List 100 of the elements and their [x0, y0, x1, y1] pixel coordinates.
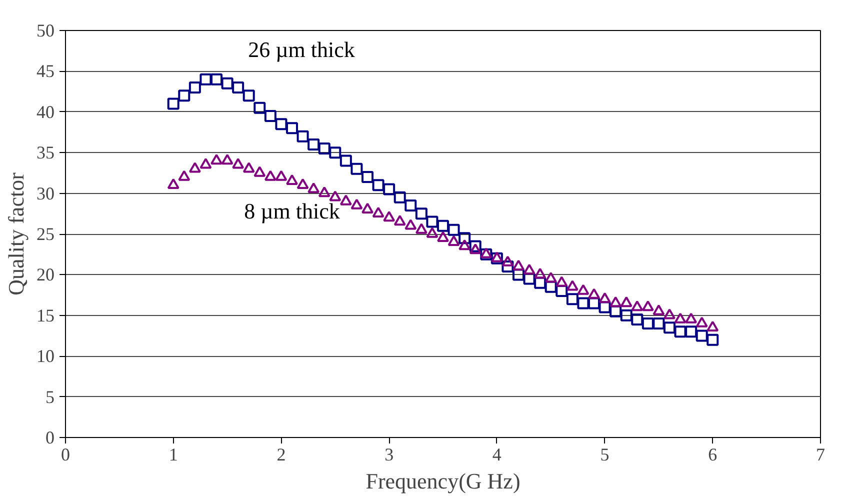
point: [383, 210, 396, 222]
point: [598, 301, 611, 314]
x-tick-label: 4: [492, 444, 502, 464]
y-tick-label: 5: [46, 386, 54, 407]
point: [188, 81, 201, 94]
point: [534, 276, 546, 289]
point: [329, 190, 342, 202]
point: [674, 326, 686, 338]
point: [696, 316, 708, 328]
point: [362, 171, 374, 184]
point: [706, 320, 719, 332]
point: [308, 138, 320, 150]
x-tick-label: 6: [708, 444, 718, 464]
point: [437, 220, 449, 232]
point: [674, 312, 686, 324]
series-label: 8 µm thick: [244, 198, 340, 224]
point: [254, 102, 266, 114]
x-tick-label: 1: [168, 444, 178, 464]
point: [394, 191, 406, 204]
point: [221, 154, 234, 165]
y-tick-label: 15: [36, 305, 54, 326]
point: [577, 284, 590, 295]
point: [620, 309, 632, 322]
point: [664, 308, 676, 320]
point: [221, 77, 234, 90]
y-tick-label: 40: [36, 102, 54, 122]
y-tick-label: 0: [46, 428, 54, 448]
point: [308, 182, 320, 194]
point: [350, 198, 363, 210]
point: [254, 166, 266, 177]
point: [372, 179, 384, 192]
point: [631, 313, 644, 326]
point: [544, 280, 557, 293]
point: [362, 202, 374, 214]
point: [275, 118, 288, 130]
point: [210, 154, 222, 165]
point: [566, 293, 578, 306]
y-tick-label: 30: [36, 183, 54, 204]
y-tick-label: 45: [36, 61, 54, 82]
point: [502, 260, 514, 273]
point: [200, 73, 212, 86]
point: [523, 272, 536, 285]
point: [458, 232, 471, 244]
y-tick-label: 10: [36, 346, 54, 366]
point: [512, 260, 524, 270]
series-label: 26 µm thick: [248, 36, 355, 62]
point: [404, 219, 417, 230]
point: [534, 268, 546, 279]
point: [556, 284, 568, 297]
point: [394, 215, 406, 226]
point: [426, 216, 438, 228]
point: [340, 154, 352, 167]
y-tick-label: 20: [36, 264, 54, 285]
point: [404, 200, 417, 212]
point: [598, 292, 611, 304]
point: [167, 178, 180, 190]
point: [200, 158, 212, 169]
point: [210, 73, 222, 86]
point: [318, 186, 330, 198]
point: [275, 170, 288, 181]
point: [415, 208, 428, 220]
point: [448, 235, 460, 246]
point: [652, 318, 665, 330]
y-tick-label: 35: [36, 142, 54, 163]
x-tick-label: 3: [384, 444, 394, 464]
point: [296, 130, 309, 142]
point: [685, 326, 698, 338]
x-tick-label: 7: [816, 444, 825, 464]
point: [264, 110, 276, 122]
point: [232, 81, 244, 94]
y-tick-label: 25: [36, 224, 54, 244]
point: [242, 90, 255, 102]
point: [318, 142, 330, 155]
point: [448, 224, 460, 236]
point: [188, 162, 201, 173]
point: [610, 305, 622, 318]
point: [664, 322, 676, 334]
x-tick-label: 2: [276, 444, 286, 464]
y-axis-title: Quality factor: [4, 172, 28, 296]
point: [350, 162, 363, 175]
point: [232, 158, 244, 169]
point: [556, 276, 568, 287]
point: [469, 244, 482, 254]
point: [458, 239, 471, 250]
point: [631, 300, 644, 312]
y-tick-label: 50: [36, 20, 54, 40]
point: [706, 334, 719, 346]
point: [642, 318, 654, 330]
point: [620, 296, 632, 308]
point: [426, 227, 438, 238]
point: [286, 122, 298, 134]
point: [329, 146, 342, 159]
point: [178, 170, 190, 181]
point: [372, 206, 384, 218]
point: [415, 223, 428, 234]
point: [685, 312, 698, 324]
point: [642, 300, 654, 312]
point: [437, 231, 449, 242]
point: [167, 98, 180, 110]
point: [577, 297, 590, 310]
